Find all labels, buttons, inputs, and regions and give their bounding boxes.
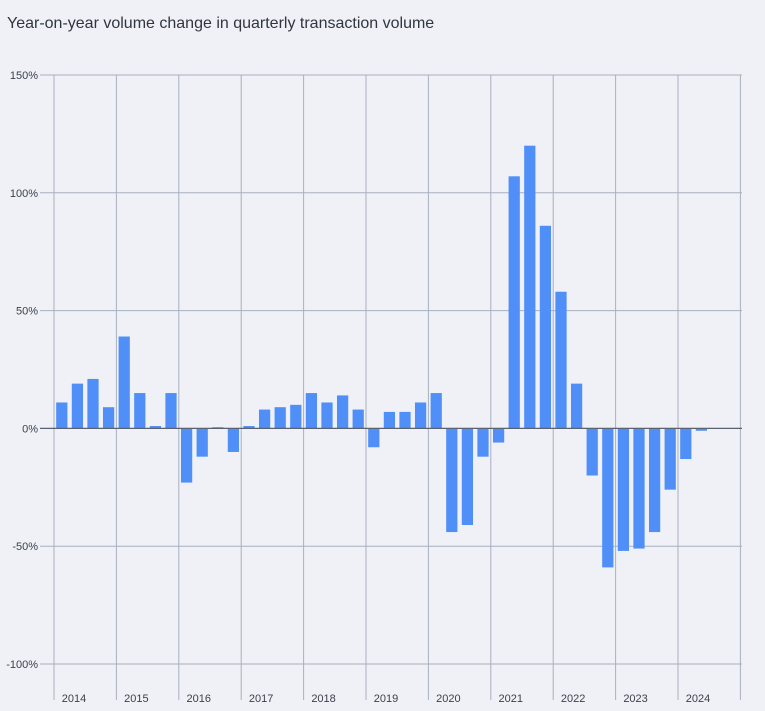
- bar: [321, 402, 333, 429]
- chart-title: Year-on-year volume change in quarterly …: [7, 15, 435, 32]
- bar: [258, 409, 271, 429]
- bar: [680, 428, 692, 460]
- bar: [56, 402, 68, 429]
- x-year-label: 2024: [686, 693, 710, 705]
- y-tick-label: 100%: [10, 188, 38, 200]
- bar: [602, 428, 614, 568]
- bar: [149, 426, 162, 429]
- bar: [414, 402, 427, 429]
- bar: [352, 409, 364, 429]
- bar: [508, 176, 520, 429]
- bar: [664, 428, 676, 490]
- bar: [633, 428, 645, 549]
- y-tick-label: 50%: [16, 306, 38, 318]
- x-year-label: 2022: [561, 693, 585, 705]
- bar: [227, 428, 240, 452]
- bar: [524, 145, 536, 429]
- bar: [290, 404, 302, 429]
- y-tick-label: -50%: [12, 541, 38, 553]
- bar: [368, 428, 380, 448]
- bar: [461, 428, 474, 525]
- x-year-label: 2014: [62, 693, 86, 705]
- x-year-label: 2023: [623, 693, 647, 705]
- x-year-label: 2016: [187, 693, 211, 705]
- bar: [243, 426, 255, 429]
- bar: [165, 393, 177, 429]
- bar: [695, 428, 708, 431]
- bar: [102, 407, 115, 429]
- y-tick-label: 150%: [10, 70, 38, 82]
- bar: [570, 383, 583, 429]
- bar: [180, 428, 193, 483]
- bar: [118, 336, 130, 429]
- bar: [617, 428, 630, 551]
- bar: [196, 428, 208, 457]
- y-tick-label: -100%: [6, 659, 38, 671]
- x-year-label: 2019: [374, 693, 398, 705]
- x-year-label: 2018: [311, 693, 335, 705]
- bar: [586, 428, 598, 476]
- bar: [648, 428, 661, 533]
- bar: [305, 393, 318, 429]
- bar: [539, 225, 552, 429]
- y-tick-label: 0%: [22, 423, 38, 435]
- bar: [336, 395, 349, 429]
- bar: [446, 428, 458, 533]
- bar: [555, 291, 567, 429]
- x-year-label: 2017: [249, 693, 273, 705]
- x-year-label: 2021: [499, 693, 523, 705]
- bar: [134, 393, 146, 429]
- bar: [71, 383, 84, 429]
- bar: [383, 411, 396, 429]
- x-year-label: 2020: [436, 693, 460, 705]
- bar: [87, 378, 99, 429]
- x-year-label: 2015: [124, 693, 148, 705]
- bar: [492, 428, 505, 443]
- bar: [477, 428, 489, 457]
- bar: [430, 393, 442, 429]
- bar: [399, 411, 411, 429]
- bar: [274, 407, 286, 429]
